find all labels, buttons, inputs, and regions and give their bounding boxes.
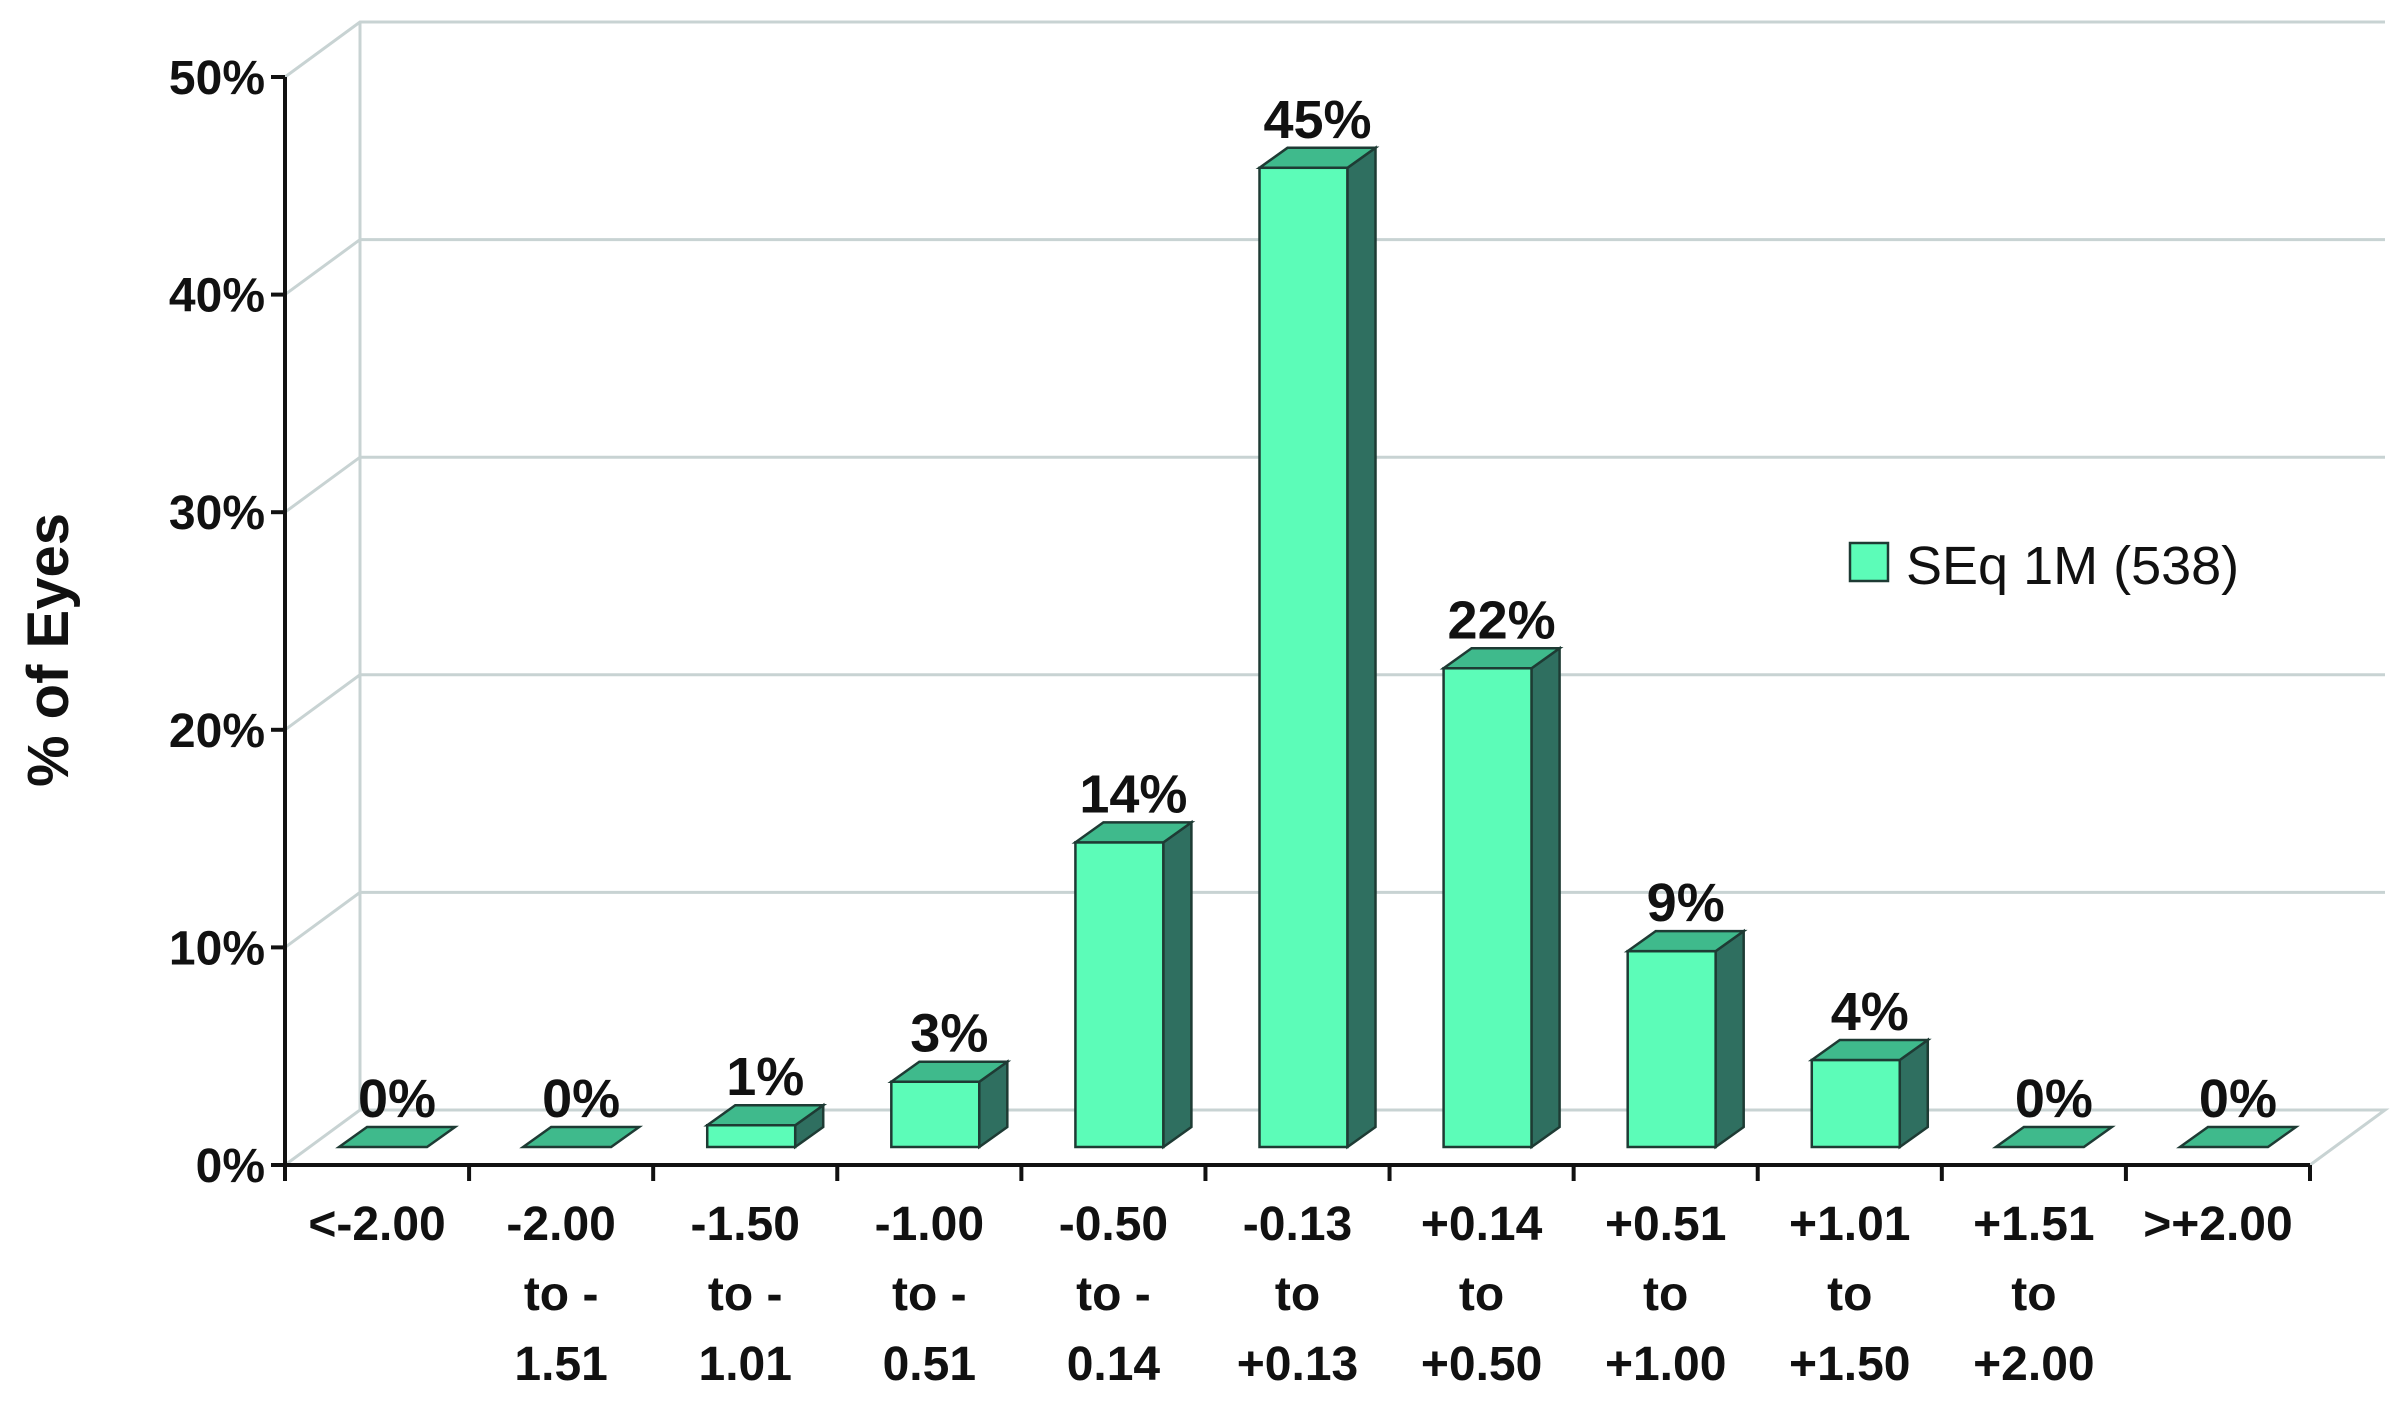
bar-top bbox=[1255, 146, 1380, 170]
gridline bbox=[284, 673, 2385, 732]
data-label: 0% bbox=[2199, 1069, 2277, 1129]
gridlines bbox=[284, 20, 2385, 949]
bar-top bbox=[1439, 647, 1564, 670]
bar-front bbox=[1442, 667, 1533, 1149]
bar bbox=[1807, 1037, 1932, 1150]
x-tick-label: >+2.00 bbox=[2143, 1198, 2292, 1251]
gridline bbox=[284, 890, 2385, 949]
bar bbox=[1071, 819, 1196, 1150]
bar bbox=[1439, 645, 1564, 1150]
bar-side bbox=[1714, 928, 1745, 1150]
x-tick-label: +0.14 to +0.50 bbox=[1421, 1198, 1543, 1391]
y-tick-labels: 0% 10% 20% 30% 40% 50% bbox=[169, 52, 265, 1193]
data-label: 1% bbox=[726, 1047, 804, 1107]
bar bbox=[1623, 928, 1748, 1150]
x-tick-label: +0.51 to +1.00 bbox=[1605, 1198, 1726, 1391]
bar-top bbox=[1623, 929, 1748, 953]
x-tick-label: -0.13 to +0.13 bbox=[1237, 1198, 1358, 1391]
x-tick-label: -2.00 to -1.51 bbox=[506, 1198, 615, 1391]
bar bbox=[519, 1125, 644, 1149]
data-label: 0% bbox=[542, 1069, 620, 1129]
y-tick-label: 30% bbox=[169, 487, 265, 540]
legend-swatch bbox=[1848, 541, 1890, 583]
bar-side bbox=[1530, 645, 1561, 1150]
bar-side bbox=[1162, 819, 1193, 1150]
bar bbox=[703, 1102, 828, 1150]
gridline bbox=[284, 20, 2385, 79]
x-tick-label: -1.50 to -1.01 bbox=[691, 1198, 800, 1391]
bars bbox=[335, 145, 2300, 1150]
bar-top bbox=[1071, 821, 1196, 844]
bar-front bbox=[890, 1080, 981, 1149]
bar bbox=[335, 1125, 459, 1149]
data-label: 0% bbox=[2015, 1069, 2093, 1129]
x-tick-labels: <-2.00 -2.00 to -1.51 -1.50 to -1.01 -1.00 to … bbox=[308, 1198, 2292, 1391]
y-tick-label: 40% bbox=[169, 270, 265, 323]
gridline bbox=[284, 455, 2385, 514]
data-label: 4% bbox=[1831, 982, 1909, 1042]
bar-top bbox=[703, 1103, 828, 1127]
bar-side bbox=[1346, 145, 1377, 1150]
legend-label: SEq 1M (538) bbox=[1906, 536, 2239, 596]
data-label: 3% bbox=[910, 1004, 988, 1064]
bar bbox=[1255, 145, 1380, 1150]
y-tick-label: 50% bbox=[169, 52, 265, 105]
axes bbox=[271, 75, 2312, 1181]
bar-front bbox=[1258, 166, 1349, 1149]
gridline bbox=[284, 238, 2385, 296]
bar-top bbox=[2176, 1125, 2300, 1149]
legend: SEq 1M (538) bbox=[1848, 536, 2239, 596]
bar-front bbox=[1810, 1058, 1902, 1149]
bar-top bbox=[335, 1125, 459, 1149]
data-labels: 0% 0% 1% 3% 14% 45% 22% 9% 4% 0% 0% bbox=[358, 90, 2277, 1129]
bar-top bbox=[1991, 1125, 2116, 1149]
x-tick-label: <-2.00 bbox=[308, 1198, 445, 1251]
bar-front bbox=[1626, 949, 1717, 1149]
bar-top bbox=[1807, 1038, 1932, 1062]
bar-top bbox=[519, 1125, 644, 1149]
y-axis-title: % of Eyes bbox=[16, 513, 81, 787]
data-label: 22% bbox=[1448, 590, 1556, 650]
bar-top bbox=[887, 1060, 1012, 1083]
chart-walls bbox=[284, 22, 2390, 1167]
bar bbox=[887, 1059, 1012, 1150]
y-tick-label: 20% bbox=[169, 705, 265, 758]
data-label: 0% bbox=[358, 1069, 436, 1129]
floor-edge bbox=[360, 1108, 2390, 1167]
y-tick-label: 0% bbox=[196, 1140, 265, 1193]
bar-front bbox=[1074, 841, 1165, 1149]
x-tick-label: -1.00 to -0.51 bbox=[875, 1198, 984, 1391]
bar bbox=[2176, 1125, 2300, 1149]
data-label: 14% bbox=[1079, 764, 1187, 824]
bar-front bbox=[705, 1123, 797, 1149]
data-label: 9% bbox=[1647, 873, 1725, 933]
bar bbox=[1991, 1125, 2116, 1149]
x-tick-label: +1.51 to +2.00 bbox=[1973, 1198, 2094, 1391]
x-tick-label: -0.50 to -0.14 bbox=[1059, 1198, 1168, 1391]
data-label: 45% bbox=[1263, 90, 1371, 150]
x-tick-label: +1.01 to +1.50 bbox=[1789, 1198, 1910, 1391]
y-tick-label: 10% bbox=[169, 922, 265, 975]
back-wall-left-edge bbox=[284, 22, 362, 1167]
